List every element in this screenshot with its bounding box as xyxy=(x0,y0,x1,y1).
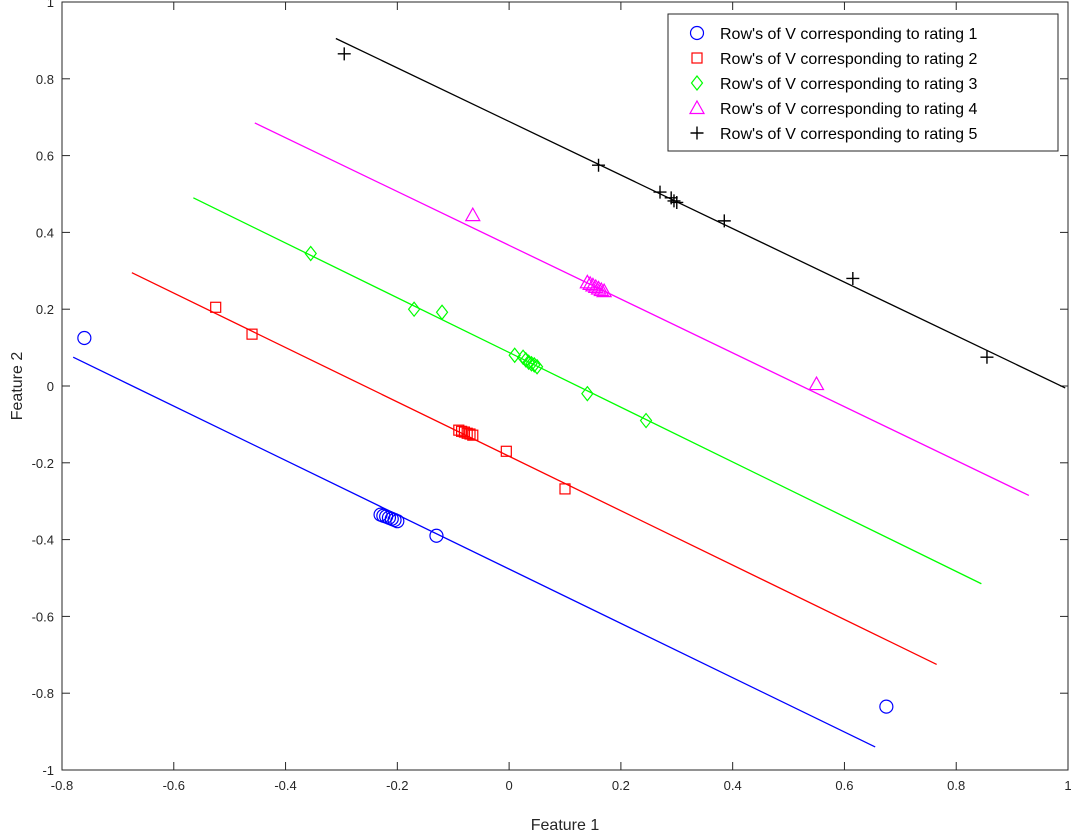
legend-box xyxy=(667,13,1059,152)
series-3-point xyxy=(435,304,449,321)
series-2-point xyxy=(464,428,476,440)
series-5-point xyxy=(980,350,994,364)
series-5-point xyxy=(717,214,731,228)
series-5-point xyxy=(653,185,667,199)
y-tick-label: 0.6 xyxy=(36,149,54,164)
series-5-point xyxy=(667,194,681,208)
legend-entry-5: Row's of V corresponding to rating 5 xyxy=(690,126,978,143)
series-3-point xyxy=(508,347,521,364)
x-tick-label: -0.2 xyxy=(386,778,408,793)
series-2-point xyxy=(467,429,479,441)
series-5-fit-line xyxy=(335,37,1066,389)
series-5-point xyxy=(846,271,860,285)
legend: Row's of V corresponding to rating 1 Row'… xyxy=(667,13,1059,152)
legend-label-1: Row's of V corresponding to rating 1 xyxy=(720,26,978,43)
series-3 xyxy=(193,197,982,585)
series-4-point xyxy=(464,206,481,222)
series-5-point xyxy=(592,158,606,172)
x-tick-label: 1 xyxy=(1064,778,1071,793)
x-tick-label: 0.8 xyxy=(947,778,965,793)
y-tick-label: -0.8 xyxy=(32,686,54,701)
legend-label-5: Row's of V corresponding to rating 5 xyxy=(720,126,978,143)
y-axis-label: Feature 2 xyxy=(9,352,26,421)
series-1-point xyxy=(879,699,894,714)
legend-entry-2: Row's of V corresponding to rating 2 xyxy=(691,51,978,68)
axis-ticks: -0.8 -0.6 -0.4 -0.2 0 0.2 0.4 0.6 0.8 1-1-0.8-0.6… xyxy=(32,0,1072,793)
series-4-point xyxy=(596,282,613,298)
y-tick-label: 0.2 xyxy=(36,302,54,317)
x-axis-label: Feature 1 xyxy=(531,817,600,834)
x-tick-label: -0.6 xyxy=(163,778,185,793)
legend-marker-1 xyxy=(689,25,705,41)
legend-marker-4 xyxy=(688,99,706,115)
series-3-point xyxy=(639,412,653,429)
series-3-point xyxy=(530,358,544,375)
series-2-point xyxy=(246,328,258,340)
x-tick-label: 0.2 xyxy=(612,778,630,793)
series-1-fit-line xyxy=(72,356,876,748)
legend-marker-2 xyxy=(691,52,703,64)
x-tick-label: -0.4 xyxy=(274,778,296,793)
x-tick-label: 0.4 xyxy=(724,778,742,793)
series-1 xyxy=(72,330,894,748)
series-4-point xyxy=(808,375,825,391)
series-2-fit-line xyxy=(131,272,937,665)
series-3-point xyxy=(581,385,594,402)
y-tick-label: -1 xyxy=(42,763,54,778)
series-2-point xyxy=(210,301,222,313)
series-3-point xyxy=(304,245,317,262)
legend-entry-4: Row's of V corresponding to rating 4 xyxy=(688,99,978,118)
y-tick-label: 0.8 xyxy=(36,72,54,87)
series-5-point xyxy=(337,47,351,61)
legend-label-4: Row's of V corresponding to rating 4 xyxy=(720,101,978,118)
series-1-point xyxy=(429,528,444,543)
series-1-point xyxy=(77,330,92,346)
legend-label-3: Row's of V corresponding to rating 3 xyxy=(720,76,978,93)
legend-entry-3: Row's of V corresponding to rating 3 xyxy=(690,75,978,93)
legend-entry-1: Row's of V corresponding to rating 1 xyxy=(689,25,978,43)
y-tick-label: -0.4 xyxy=(32,533,54,548)
series-5 xyxy=(335,37,1066,389)
series-3-fit-line xyxy=(193,197,982,585)
series-2-point xyxy=(559,483,571,495)
legend-label-2: Row's of V corresponding to rating 2 xyxy=(720,51,978,68)
x-tick-label: 0.6 xyxy=(835,778,853,793)
series-3-point xyxy=(527,356,541,373)
series-3-point xyxy=(407,301,421,318)
y-tick-label: 0 xyxy=(47,379,54,394)
y-tick-label: -0.2 xyxy=(32,456,54,471)
legend-marker-3 xyxy=(690,75,704,91)
series-1-point xyxy=(390,514,405,529)
series-3-point xyxy=(519,351,533,368)
legend-marker-5 xyxy=(690,126,704,140)
series-4-fit-line xyxy=(254,122,1030,497)
y-tick-label: 1 xyxy=(47,0,54,10)
y-tick-label: 0.4 xyxy=(36,225,54,240)
series-5-point xyxy=(670,195,684,209)
series-2 xyxy=(131,272,937,665)
y-tick-label: -0.6 xyxy=(32,609,54,624)
x-tick-label: -0.8 xyxy=(51,778,73,793)
series-layer xyxy=(72,37,1066,748)
series-2-point xyxy=(500,445,512,457)
x-tick-label: 0 xyxy=(505,778,512,793)
series-4-point xyxy=(593,281,610,297)
series-4 xyxy=(254,122,1030,497)
